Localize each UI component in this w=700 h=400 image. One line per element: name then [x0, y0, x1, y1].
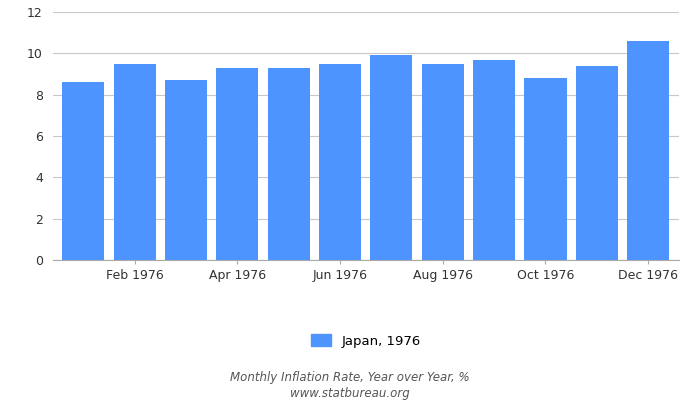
Bar: [165, 80, 207, 260]
Bar: [524, 78, 566, 260]
Bar: [267, 68, 310, 260]
Bar: [113, 64, 155, 260]
Bar: [473, 60, 515, 260]
Bar: [62, 82, 104, 260]
Bar: [370, 55, 412, 260]
Text: www.statbureau.org: www.statbureau.org: [290, 388, 410, 400]
Text: Monthly Inflation Rate, Year over Year, %: Monthly Inflation Rate, Year over Year, …: [230, 372, 470, 384]
Bar: [421, 64, 464, 260]
Legend: Japan, 1976: Japan, 1976: [311, 334, 421, 348]
Bar: [627, 41, 669, 260]
Bar: [576, 66, 618, 260]
Bar: [216, 68, 258, 260]
Bar: [319, 64, 361, 260]
